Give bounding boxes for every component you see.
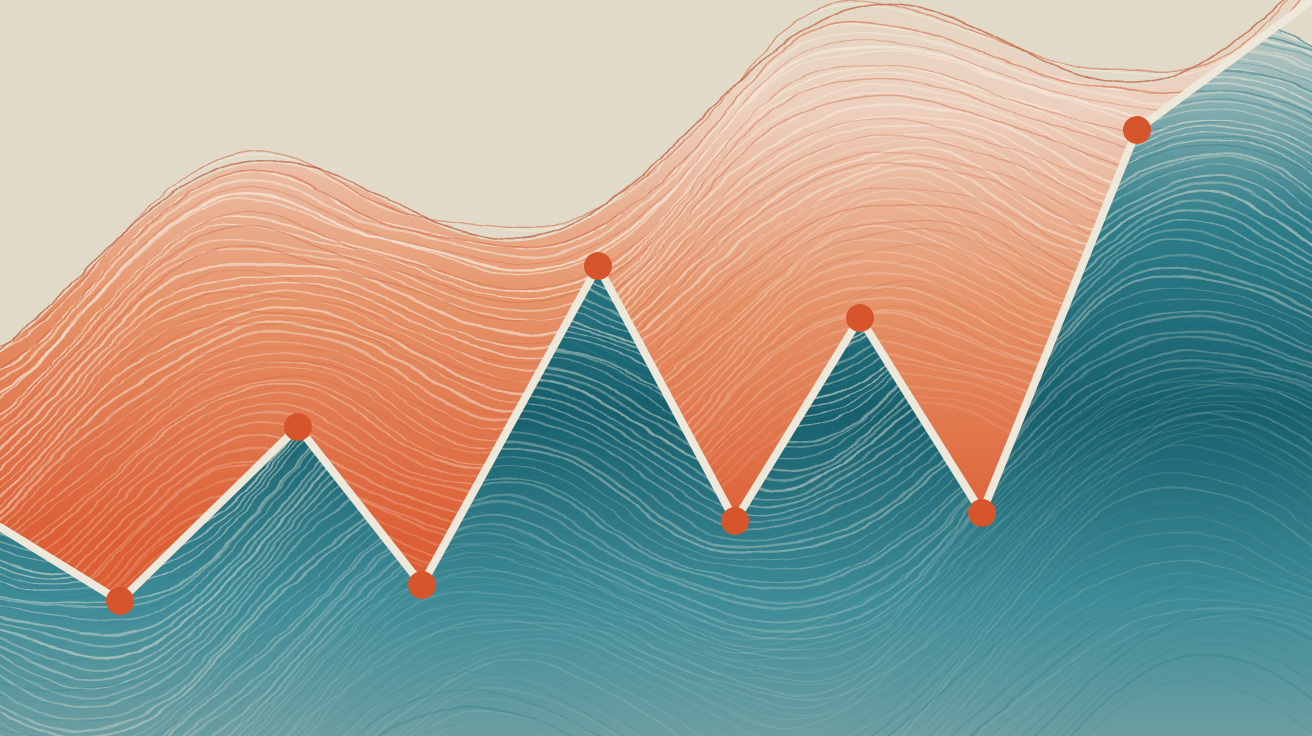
data-point-marker — [1123, 116, 1151, 144]
data-point-marker — [721, 507, 749, 535]
data-point-marker — [846, 304, 874, 332]
data-point-marker — [968, 499, 996, 527]
data-point-marker — [408, 571, 436, 599]
data-point-marker — [584, 252, 612, 280]
data-point-marker — [284, 413, 312, 441]
data-point-marker — [106, 587, 134, 615]
